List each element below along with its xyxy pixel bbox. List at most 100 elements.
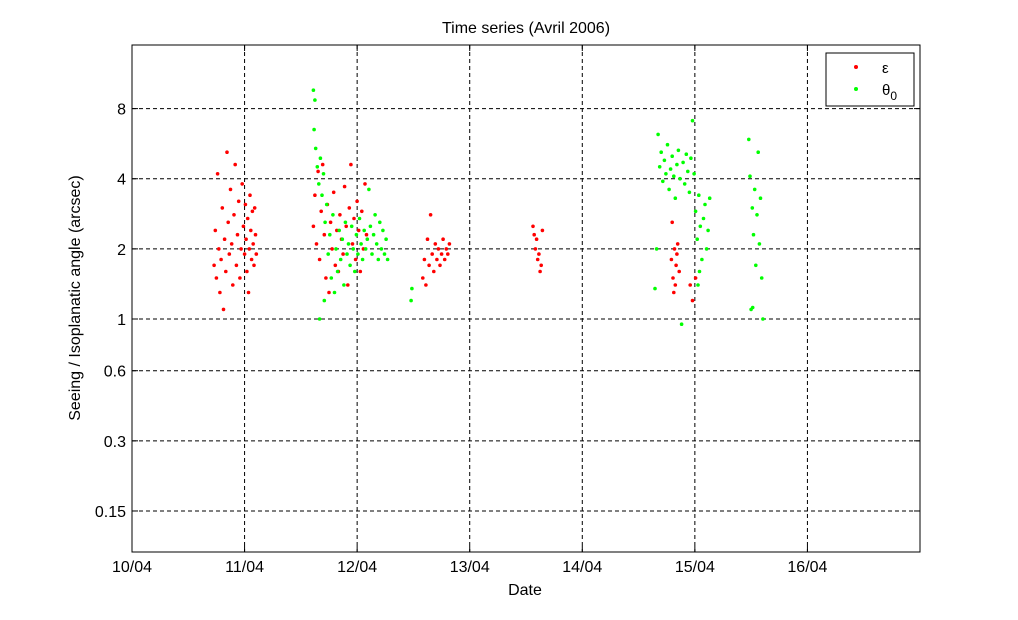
data-point xyxy=(748,174,752,178)
data-point xyxy=(689,156,693,160)
data-point xyxy=(233,162,237,167)
data-point xyxy=(385,257,390,262)
data-point xyxy=(657,165,662,169)
data-point xyxy=(311,88,316,92)
data-point xyxy=(329,276,334,280)
data-point xyxy=(535,257,540,262)
data-point xyxy=(317,257,322,262)
data-point xyxy=(532,232,536,237)
data-point xyxy=(312,127,316,132)
data-point xyxy=(672,247,677,251)
data-point xyxy=(313,193,317,197)
data-point xyxy=(379,247,384,251)
data-point xyxy=(656,132,660,137)
y-tick-label: 0.6 xyxy=(104,364,126,381)
data-point xyxy=(359,242,363,246)
data-point xyxy=(316,169,320,174)
data-point xyxy=(673,196,678,200)
data-point xyxy=(236,199,241,204)
data-point xyxy=(653,286,657,291)
data-point xyxy=(319,209,324,214)
data-point xyxy=(321,172,326,176)
data-point xyxy=(251,242,255,246)
x-tick-label: 16/04 xyxy=(787,559,827,576)
x-tick-label: 14/04 xyxy=(562,559,602,576)
data-point xyxy=(675,162,679,167)
tick-labels: 10/04 11/04 12/04 13/04 14/04 15/04 16/04 0.15 0… xyxy=(95,102,828,576)
data-point xyxy=(439,252,444,256)
data-point xyxy=(353,269,357,274)
data-point xyxy=(238,276,242,280)
data-point xyxy=(410,286,414,291)
data-point xyxy=(254,252,259,256)
data-point xyxy=(425,237,430,241)
data-point xyxy=(313,98,317,102)
data-point xyxy=(409,298,413,303)
data-point xyxy=(677,269,681,274)
data-point xyxy=(320,193,324,197)
data-point xyxy=(356,228,361,233)
data-point xyxy=(673,283,678,287)
data-point xyxy=(338,257,343,262)
data-point xyxy=(247,247,252,251)
data-point xyxy=(253,232,258,237)
data-point xyxy=(757,242,762,246)
data-point xyxy=(350,242,355,246)
data-point xyxy=(654,247,659,251)
data-point xyxy=(252,206,257,210)
data-point xyxy=(670,154,674,158)
data-point xyxy=(700,257,704,262)
x-tick-label: 13/04 xyxy=(450,559,490,576)
legend-label: θ0 xyxy=(882,82,897,103)
data-point xyxy=(704,247,709,251)
data-point xyxy=(438,263,442,268)
data-point xyxy=(327,290,331,295)
data-point xyxy=(252,263,256,268)
data-point xyxy=(348,263,352,268)
data-point xyxy=(537,252,541,256)
data-point xyxy=(345,252,349,256)
data-point xyxy=(684,152,689,156)
chart-title: Time series (Avril 2006) xyxy=(442,20,610,37)
data-point xyxy=(759,276,764,280)
data-point xyxy=(246,290,251,295)
data-point xyxy=(758,196,763,200)
data-point xyxy=(435,257,439,262)
data-point xyxy=(364,232,369,237)
y-tick-label: 8 xyxy=(117,102,126,119)
data-point xyxy=(317,182,321,186)
data-point xyxy=(539,263,543,268)
data-point xyxy=(693,276,698,280)
data-point xyxy=(427,263,431,268)
data-point xyxy=(358,269,363,274)
data-point xyxy=(441,237,445,241)
data-point xyxy=(313,146,318,151)
data-point xyxy=(320,162,325,167)
data-point xyxy=(360,257,365,262)
data-point xyxy=(367,187,371,192)
data-point xyxy=(357,216,362,221)
data-point xyxy=(382,252,387,256)
data-point xyxy=(363,247,368,251)
data-point xyxy=(761,317,765,321)
data-point xyxy=(213,228,218,233)
data-point xyxy=(328,220,333,225)
data-point xyxy=(374,242,379,246)
data-point xyxy=(371,232,376,237)
data-point xyxy=(363,182,367,186)
data-point xyxy=(384,237,388,241)
data-point xyxy=(212,263,216,268)
data-point xyxy=(335,269,340,274)
data-point xyxy=(328,232,332,237)
data-point xyxy=(242,252,247,256)
data-point xyxy=(324,276,328,280)
data-point xyxy=(333,263,338,268)
axis-ticks xyxy=(131,45,920,552)
data-point xyxy=(755,213,759,217)
data-point xyxy=(214,276,219,280)
y-tick-label: 1 xyxy=(117,312,126,329)
data-point xyxy=(687,190,692,195)
x-axis-label: Date xyxy=(508,582,542,599)
data-point xyxy=(378,220,382,225)
